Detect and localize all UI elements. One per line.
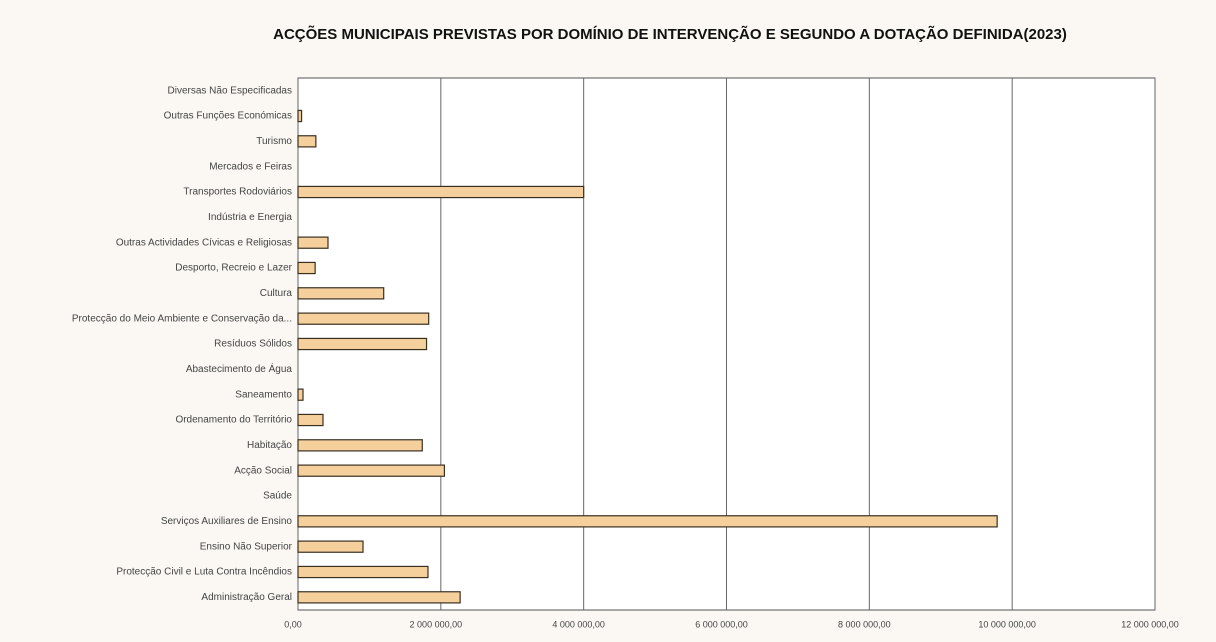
bar	[297, 261, 316, 275]
bar	[297, 312, 430, 325]
y-tick-label: Outras Actividades Cívicas e Religiosas	[116, 237, 292, 248]
y-tick-label: Saúde	[263, 491, 292, 502]
bar	[297, 287, 385, 300]
x-tick-label: 10 000 000,00	[978, 619, 1036, 629]
y-tick-label: Abastecimento de Água	[186, 362, 293, 375]
y-tick-label: Mercados e Feiras	[209, 161, 292, 172]
y-tick-label: Indústria e Energia	[208, 212, 292, 223]
x-tick-label: 6 000 000,00	[695, 619, 748, 629]
bar	[297, 565, 429, 579]
x-tick-label: 2 000 000,00	[410, 619, 463, 629]
bar	[297, 337, 428, 351]
bar	[297, 109, 303, 123]
bar	[297, 413, 324, 427]
x-tick-label: 12 000 000,00	[1121, 619, 1179, 629]
y-tick-label: Habitação	[247, 440, 292, 451]
y-tick-label: Serviços Auxiliares de Ensino	[161, 516, 293, 527]
y-tick-label: Turismo	[256, 136, 292, 147]
bar	[297, 540, 364, 553]
bar	[297, 464, 446, 477]
x-tick-label: 0,00	[284, 619, 302, 629]
y-tick-label: Acção Social	[234, 465, 292, 476]
bar	[297, 591, 461, 604]
chart-title: ACÇÕES MUNICIPAIS PREVISTAS POR DOMÍNIO …	[273, 25, 1067, 43]
y-tick-label: Ensino Não Superior	[200, 541, 293, 552]
x-tick-label: 4 000 000,00	[552, 619, 605, 629]
bar	[297, 236, 329, 249]
y-tick-label: Desporto, Recreio e Lazer	[175, 263, 292, 274]
y-tick-label: Diversas Não Especificadas	[168, 85, 293, 96]
bar	[297, 135, 317, 148]
y-tick-label: Administração Geral	[201, 592, 292, 603]
y-tick-label: Saneamento	[235, 389, 292, 400]
y-tick-label: Outras Funções Económicas	[164, 111, 292, 122]
bar	[297, 388, 304, 401]
bar	[297, 439, 423, 452]
y-tick-label: Resíduos Sólidos	[214, 339, 292, 350]
y-tick-label: Ordenamento do Território	[175, 415, 292, 426]
y-tick-label: Protecção do Meio Ambiente e Conservação…	[72, 313, 292, 324]
y-tick-label: Protecção Civil e Luta Contra Incêndios	[116, 567, 292, 578]
bar	[297, 515, 998, 528]
x-tick-label: 8 000 000,00	[838, 619, 891, 629]
y-tick-label: Cultura	[260, 288, 293, 299]
y-tick-label: Transportes Rodoviários	[183, 187, 292, 198]
bar	[297, 185, 585, 199]
